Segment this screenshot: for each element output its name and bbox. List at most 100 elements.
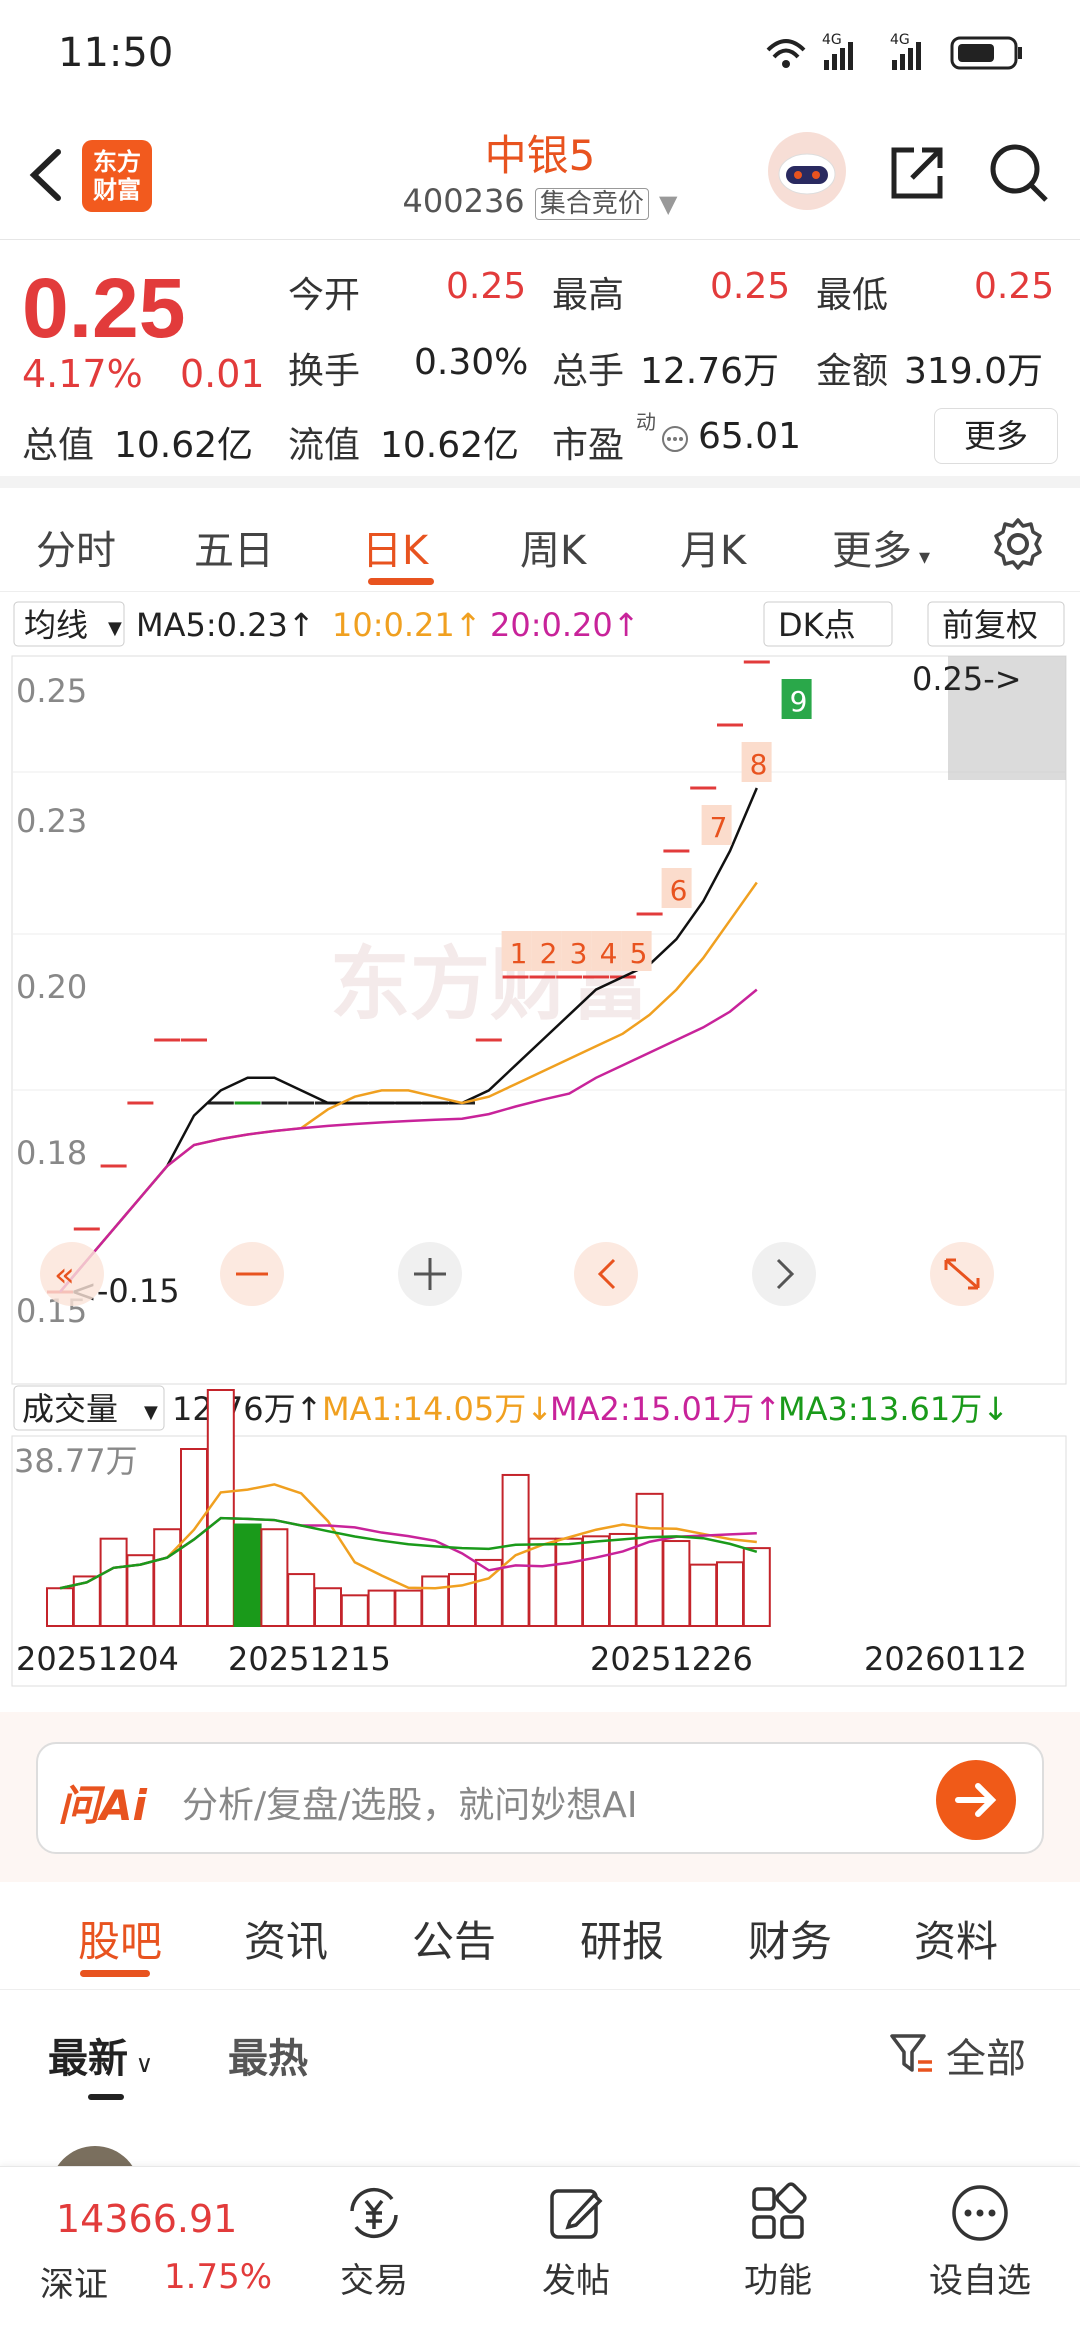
mktcap-label: 总值 (22, 425, 95, 466)
tab-more[interactable]: 更多 ▾ (832, 528, 931, 574)
mktcap-value: 10.62亿 (114, 425, 254, 466)
search-icon[interactable] (986, 140, 1052, 206)
volume-bar-2 (99, 1537, 128, 1627)
ai-search-box[interactable]: 问Ai 分析/复盘/选股，就问妙想AI (36, 1742, 1044, 1854)
tab-weekly-k[interactable]: 周K (520, 528, 587, 574)
tab-monthly-k[interactable]: 月K (680, 528, 747, 574)
index-value[interactable]: 14366.91 (56, 2197, 238, 2241)
nav-add-watchlist-label: 设自选 (929, 2261, 1031, 2301)
vol-ma2-label: MA2:15.01万↑ (550, 1390, 781, 1428)
amount-value: 319.0万 (904, 351, 1044, 392)
tab-profile[interactable]: 资料 (914, 1917, 999, 1966)
change-amt: 0.01 (180, 352, 265, 396)
tab-news[interactable]: 资讯 (244, 1917, 329, 1966)
filter-all-label[interactable]: 全部 (946, 2036, 1026, 2082)
count-badge-8: 8 (750, 748, 768, 781)
volume-bar-24 (689, 1563, 718, 1628)
auction-tag: 集合竞价 (534, 188, 649, 220)
open-value: 0.25 (446, 266, 527, 307)
tab-announcements[interactable]: 公告 (412, 1917, 497, 1966)
sort-indicator (88, 2094, 124, 2100)
tab-five-day[interactable]: 五日 (194, 528, 274, 574)
info-icon[interactable] (660, 424, 690, 454)
tab-research[interactable]: 研报 (580, 1917, 665, 1966)
volume-bars (46, 1389, 771, 1628)
vol-ma3-label: MA3:13.61万↓ (778, 1390, 1009, 1428)
nav-add-watchlist[interactable]: 设自选 (910, 2181, 1050, 2302)
dk-button (763, 601, 893, 647)
bottom-bar: 14366.91 深证 1.75% 交易 发帖 功能 设自选 (0, 2166, 1080, 2340)
content-tabs: 股吧 资讯 公告 研报 财务 资料 (0, 1882, 1080, 1990)
kline-chart-area[interactable]: 均线 ▼ MA5:0.23↑ 10:0.21↑ 20:0.20↑ DK点 前复权… (0, 592, 1080, 1712)
sort-latest[interactable]: 最新 ∨ (48, 2036, 154, 2082)
pe-label: 市盈 (552, 425, 625, 466)
pe-superscript: 动 (636, 410, 656, 434)
features-grid-icon (752, 2182, 807, 2239)
low-value: 0.25 (974, 266, 1055, 307)
scroll-right-button (752, 1242, 816, 1306)
net2-label: 4G (890, 32, 910, 48)
filter-icon[interactable] (888, 2030, 936, 2078)
quote-panel: 0.25 4.17% 0.01 今开 0.25 最高 0.25 最低 0.25 … (0, 240, 1080, 488)
nav-features[interactable]: 功能 (708, 2181, 848, 2302)
nav-post-label: 发帖 (542, 2261, 610, 2301)
float-value: 10.62亿 (380, 425, 520, 466)
volume-bar-25 (716, 1561, 744, 1628)
turnover-value: 0.30% (414, 342, 529, 383)
stock-header: 东方 财富 中银5 400236 集合竞价 ▼ (0, 110, 1080, 240)
back-icon[interactable] (18, 140, 78, 210)
volume-bar-13 (394, 1589, 423, 1627)
settings-gear-icon[interactable] (990, 516, 1046, 572)
volume-bar-4 (153, 1528, 182, 1627)
y-label-0: 0.25 (16, 672, 87, 710)
high-value: 0.25 (710, 266, 791, 307)
sort-latest-label: 最新 (48, 2036, 128, 2082)
index-pct: 1.75% (164, 2257, 273, 2297)
high-marker: 0.25-> (912, 660, 1022, 698)
nav-trade[interactable]: 交易 (304, 2181, 444, 2302)
sort-hot[interactable]: 最热 (228, 2036, 308, 2082)
status-time: 11:50 (58, 30, 174, 76)
fq-button (927, 601, 1065, 647)
ai-robot-icon[interactable] (768, 132, 846, 210)
content-tab-indicator (80, 1970, 150, 1977)
ai-send-arrow-icon[interactable] (934, 1758, 1018, 1842)
date-label-3: 20251226 (590, 1640, 753, 1678)
volume-bar-17 (501, 1473, 530, 1628)
tab-finance[interactable]: 财务 (748, 1917, 833, 1966)
volume-max-label: 38.77万 (14, 1442, 138, 1480)
more-quote-button[interactable]: 更多 (934, 408, 1058, 464)
tab-intraday[interactable]: 分时 (36, 528, 116, 574)
index-name: 深证 (40, 2265, 108, 2305)
tab-daily-k[interactable]: 日K (362, 528, 429, 574)
dropdown-icon: ▼ (659, 190, 678, 218)
y-label-2: 0.20 (16, 968, 87, 1006)
share-icon[interactable] (884, 140, 950, 206)
pe-value: 65.01 (698, 416, 802, 457)
count-badge-bg-6 (661, 868, 692, 908)
low-label: 最低 (816, 275, 889, 316)
volume-bar-19 (555, 1537, 584, 1627)
volume-bar-10 (314, 1587, 342, 1627)
open-label: 今开 (288, 275, 361, 316)
volume-bar-12 (367, 1589, 396, 1627)
svg-text:▼: ▼ (108, 618, 122, 639)
tab-guba[interactable]: 股吧 (78, 1917, 163, 1966)
last-price: 0.25 (22, 261, 186, 355)
active-tab-indicator (368, 578, 434, 585)
y-label-3: 0.18 (16, 1134, 87, 1172)
vol-today-label: 12.76万↑ (172, 1390, 322, 1428)
count-badge-bg-2 (531, 931, 562, 971)
count-badge-bg-5 (621, 931, 652, 971)
volume-bar-11 (340, 1594, 369, 1628)
stock-code-row[interactable]: 400236 集合竞价 ▼ (380, 182, 700, 220)
nav-post[interactable]: 发帖 (506, 2181, 646, 2302)
volume-bar-26 (742, 1547, 771, 1627)
kline-svg[interactable]: 均线 ▼ MA5:0.23↑ 10:0.21↑ 20:0.20↑ DK点 前复权… (0, 592, 1080, 1712)
count-badge-2: 2 (540, 937, 558, 970)
volume-bar-0 (46, 1587, 74, 1627)
change-pct: 4.17% (22, 352, 143, 396)
logo-line1: 东方 (93, 148, 141, 176)
count-badge-7: 7 (710, 811, 728, 844)
